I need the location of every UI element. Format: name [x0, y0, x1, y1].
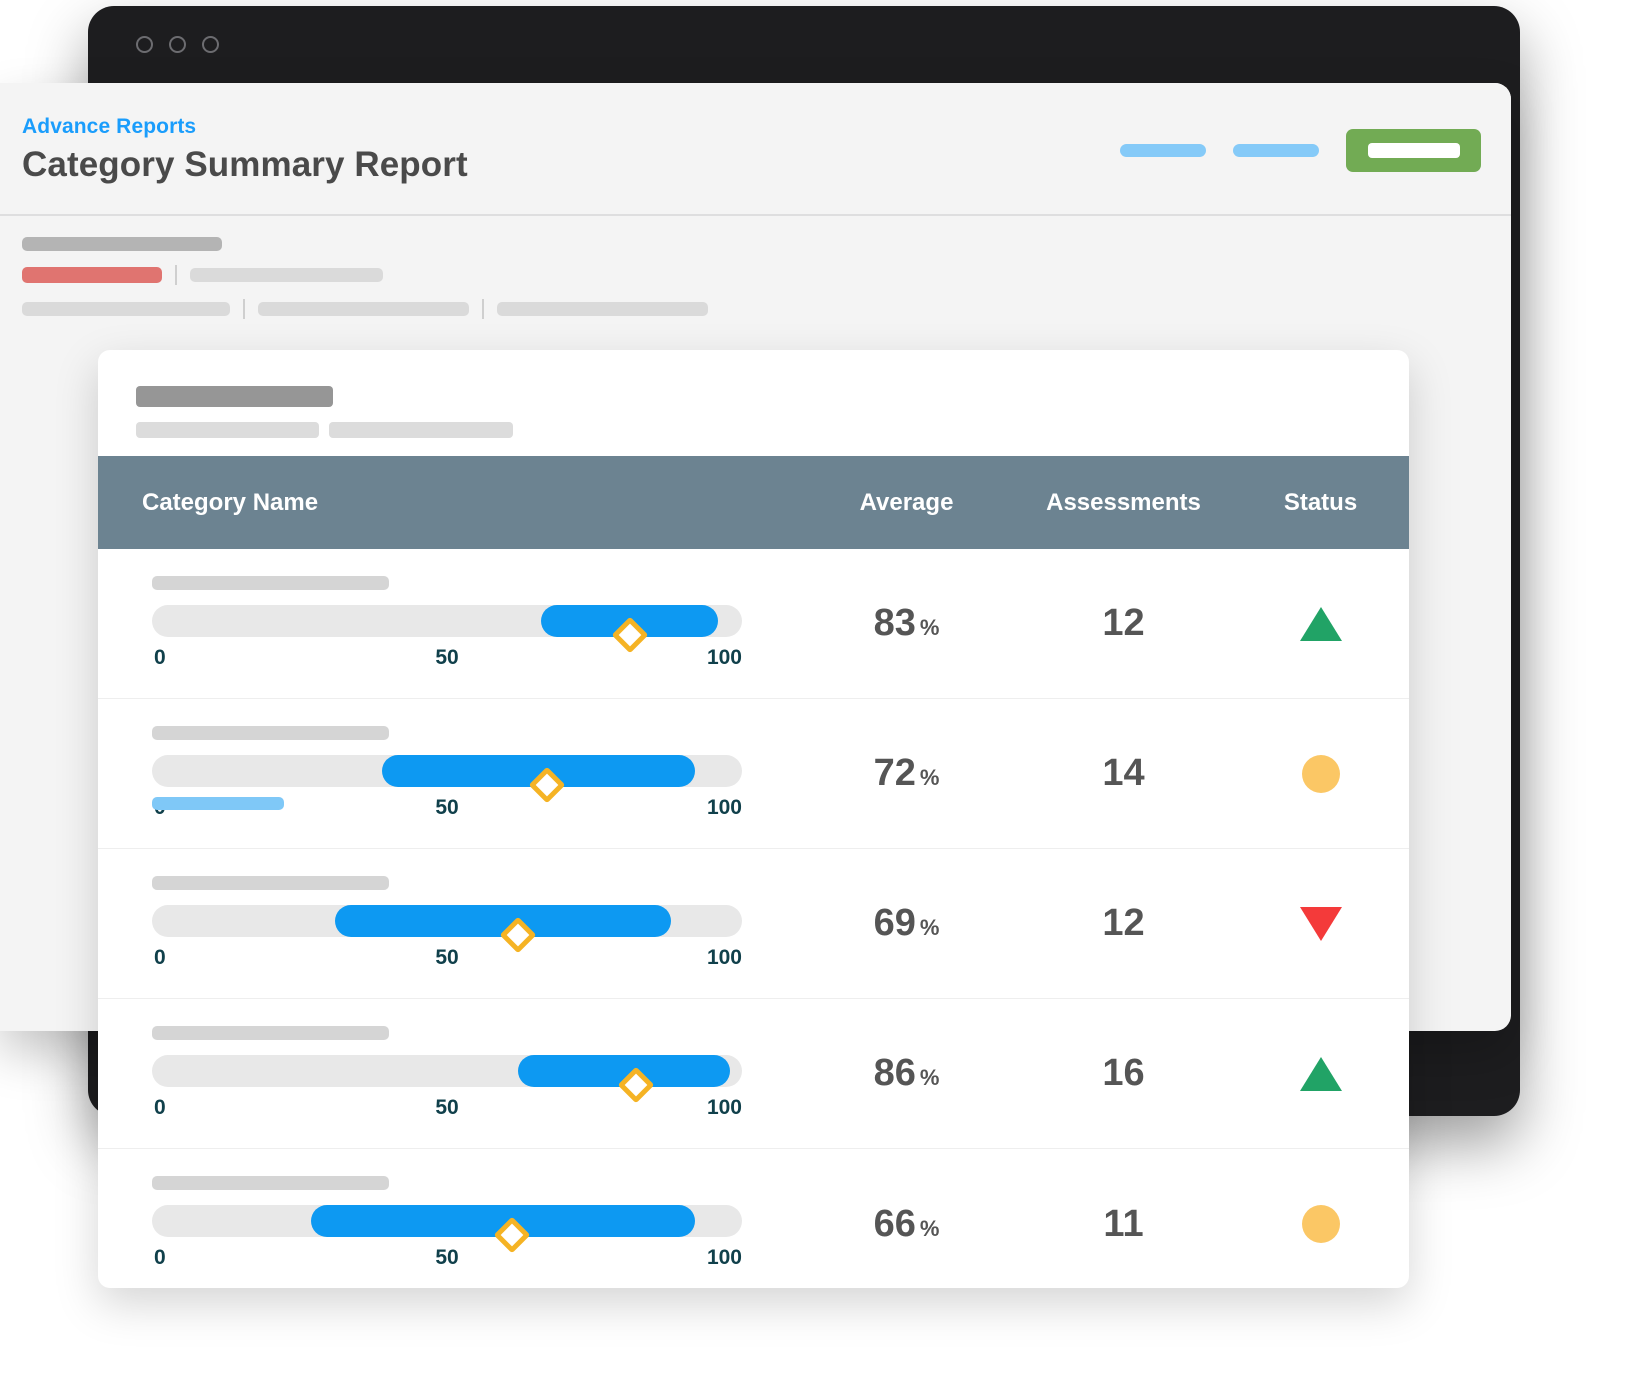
filter-active-placeholder[interactable]	[22, 267, 162, 283]
scale-label-mid: 50	[435, 795, 459, 819]
close-dot-icon[interactable]	[136, 36, 153, 53]
cell-assessments: 12	[1102, 902, 1145, 944]
gauge-scale-labels: 0 50 100	[152, 1246, 742, 1272]
scale-label-max: 100	[706, 1095, 742, 1119]
cell-category-name: 0 50 100	[98, 575, 798, 672]
score-range-gauge[interactable]	[152, 1205, 742, 1254]
row-extra-placeholder-bar	[152, 796, 284, 810]
window-traffic-lights	[136, 36, 219, 53]
cell-assessments: 11	[1103, 1202, 1144, 1245]
status-circle-icon	[1301, 1205, 1340, 1243]
primary-green-button[interactable]	[1346, 129, 1481, 172]
column-header-status[interactable]: Status	[1283, 488, 1358, 516]
category-name-3-placeholder	[152, 875, 389, 890]
cell-assessments: 16	[1102, 1052, 1145, 1094]
scale-label-min: 0	[154, 645, 166, 669]
cell-status	[1232, 606, 1409, 641]
placeholder-action-2[interactable]	[1233, 144, 1319, 157]
gauge-scale-labels: 0 50 100	[152, 1096, 742, 1122]
scale-label-max: 100	[706, 795, 742, 819]
gauge-scale-labels: 0 50 100	[152, 946, 742, 972]
percent-sign: %	[919, 1215, 940, 1241]
scale-label-max: 100	[706, 945, 742, 969]
report-card-title-placeholder	[136, 386, 333, 407]
score-range-gauge[interactable]	[152, 904, 742, 953]
cell-category-name: 0 50 100	[98, 1025, 798, 1122]
cell-average: 66%	[873, 1202, 940, 1245]
filter-chip-2-placeholder[interactable]	[22, 302, 230, 316]
cell-status	[1232, 906, 1409, 941]
status-down-triangle-icon	[1299, 906, 1342, 941]
percent-sign: %	[919, 1065, 940, 1090]
report-card-header	[98, 350, 1409, 456]
report-card: Category Name Average Assessments Status…	[98, 350, 1409, 1288]
filter-strip	[0, 216, 1511, 350]
maximize-dot-icon[interactable]	[202, 36, 219, 53]
filter-divider-3	[482, 299, 484, 319]
filter-chip-1-placeholder[interactable]	[190, 268, 383, 282]
scale-label-max: 100	[706, 1246, 742, 1269]
filter-divider-2	[243, 299, 245, 319]
category-name-1-placeholder	[152, 575, 389, 590]
cell-category-name: 0 50 100	[98, 875, 798, 972]
scale-label-mid: 50	[435, 645, 459, 669]
category-name-4-placeholder	[152, 1025, 389, 1040]
report-card-subtitle-placeholders	[136, 422, 1409, 438]
table-header-row: Category Name Average Assessments Status	[98, 456, 1409, 549]
table-row[interactable]: 0 50 100 86% 16	[98, 999, 1409, 1149]
score-range-gauge[interactable]	[152, 604, 742, 653]
scale-label-min: 0	[154, 1095, 166, 1119]
column-header-category-name[interactable]: Category Name	[142, 488, 319, 516]
table-row[interactable]: 05010072%14	[98, 699, 1409, 849]
scale-label-min: 0	[154, 945, 166, 969]
cell-average: 69%	[873, 902, 940, 944]
filter-chip-3-placeholder[interactable]	[258, 302, 469, 316]
minimize-dot-icon[interactable]	[169, 36, 186, 53]
table-row[interactable]: 0 50 100 69% 12	[98, 849, 1409, 999]
cell-assessments: 12	[1102, 602, 1145, 644]
scale-label-mid: 50	[435, 1246, 459, 1269]
status-up-triangle-icon	[1299, 1056, 1342, 1091]
gauge-scale-labels: 0 50 100	[152, 646, 742, 672]
report-card-sub-1	[136, 422, 319, 438]
cell-average: 72%	[873, 752, 940, 794]
cell-status	[1232, 1056, 1409, 1091]
cell-status	[1232, 754, 1409, 793]
cell-status	[1232, 1205, 1409, 1243]
scale-label-min: 0	[154, 1246, 166, 1269]
score-range-gauge[interactable]	[152, 1054, 742, 1103]
table-row[interactable]: 0 50 100 66% 11	[98, 1149, 1409, 1288]
filter-divider	[175, 265, 177, 285]
breadcrumb[interactable]: Advance Reports	[22, 115, 197, 138]
scale-label-mid: 50	[435, 945, 459, 969]
cell-category-name: 0 50 100	[98, 1176, 798, 1272]
table-body: 0 50 100 83% 12 0 50 100 72% 14 0 50 100 69% 12 0 50 100 8…	[98, 549, 1409, 1288]
cell-assessments: 14	[1102, 752, 1145, 794]
header-actions	[1120, 129, 1481, 172]
report-card-sub-2	[329, 422, 513, 438]
column-header-assessments[interactable]: Assessments	[1046, 488, 1201, 516]
category-name-5-placeholder	[152, 1176, 389, 1190]
percent-sign: %	[919, 765, 940, 790]
percent-sign: %	[919, 615, 940, 640]
column-header-average[interactable]: Average	[859, 488, 954, 516]
status-circle-icon	[1301, 754, 1340, 793]
placeholder-action-1[interactable]	[1120, 144, 1206, 157]
app-header: Advance Reports Category Summary Report	[0, 83, 1511, 216]
scale-label-max: 100	[706, 645, 742, 669]
filter-title-placeholder	[22, 237, 222, 251]
score-range-gauge[interactable]	[152, 754, 742, 803]
filter-chip-4-placeholder[interactable]	[497, 302, 708, 316]
status-up-triangle-icon	[1299, 606, 1342, 641]
primary-green-button-label	[1367, 143, 1460, 158]
page-title: Category Summary Report	[22, 145, 468, 184]
cell-average: 86%	[873, 1052, 940, 1094]
percent-sign: %	[919, 915, 940, 940]
cell-average: 83%	[873, 602, 940, 644]
category-name-2-placeholder	[152, 725, 389, 740]
table-row[interactable]: 0 50 100 83% 12	[98, 549, 1409, 699]
scale-label-mid: 50	[435, 1095, 459, 1119]
